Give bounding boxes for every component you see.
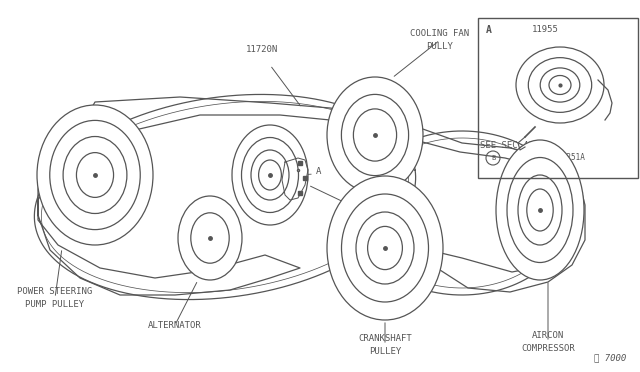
Text: AIRCON
COMPRESSOR: AIRCON COMPRESSOR (521, 331, 575, 353)
Ellipse shape (496, 140, 584, 280)
Ellipse shape (327, 77, 423, 193)
Ellipse shape (516, 47, 604, 123)
Ellipse shape (178, 196, 242, 280)
Polygon shape (338, 113, 585, 292)
Text: A: A (316, 167, 321, 176)
Ellipse shape (251, 150, 289, 200)
Ellipse shape (191, 213, 229, 263)
Text: ℃ 7000: ℃ 7000 (594, 353, 626, 362)
Ellipse shape (356, 212, 414, 284)
Bar (478, 18, 638, 178)
Text: B: B (491, 155, 495, 161)
Ellipse shape (232, 125, 308, 225)
Text: WATER PUMP
PULLY: WATER PUMP PULLY (350, 194, 404, 216)
Ellipse shape (50, 121, 140, 230)
Ellipse shape (353, 109, 397, 161)
Polygon shape (354, 131, 570, 295)
Polygon shape (38, 97, 422, 295)
Text: (3): (3) (553, 166, 567, 174)
Text: 081B8-8251A: 081B8-8251A (534, 154, 586, 163)
Ellipse shape (529, 58, 591, 112)
Polygon shape (35, 94, 415, 299)
Ellipse shape (518, 175, 562, 245)
Ellipse shape (259, 160, 282, 190)
Ellipse shape (342, 194, 429, 302)
Ellipse shape (507, 157, 573, 263)
Text: COOLING FAN
PULLY: COOLING FAN PULLY (410, 29, 470, 51)
Text: A: A (486, 25, 492, 35)
Ellipse shape (63, 137, 127, 214)
Ellipse shape (527, 189, 553, 231)
Ellipse shape (341, 94, 408, 176)
Ellipse shape (549, 76, 571, 94)
Text: CRANKSHAFT
PULLEY: CRANKSHAFT PULLEY (358, 334, 412, 356)
Ellipse shape (241, 138, 298, 212)
Text: POWER STEERING
PUMP PULLEY: POWER STEERING PUMP PULLEY (17, 287, 93, 309)
Text: SEE SEC.493: SEE SEC.493 (481, 141, 540, 150)
Ellipse shape (367, 227, 403, 270)
Text: 11720N: 11720N (246, 45, 278, 55)
Text: 11955: 11955 (532, 25, 559, 34)
Ellipse shape (540, 68, 580, 102)
Ellipse shape (327, 176, 443, 320)
Text: ALTERNATOR: ALTERNATOR (148, 321, 202, 330)
Ellipse shape (76, 153, 113, 198)
Ellipse shape (37, 105, 153, 245)
